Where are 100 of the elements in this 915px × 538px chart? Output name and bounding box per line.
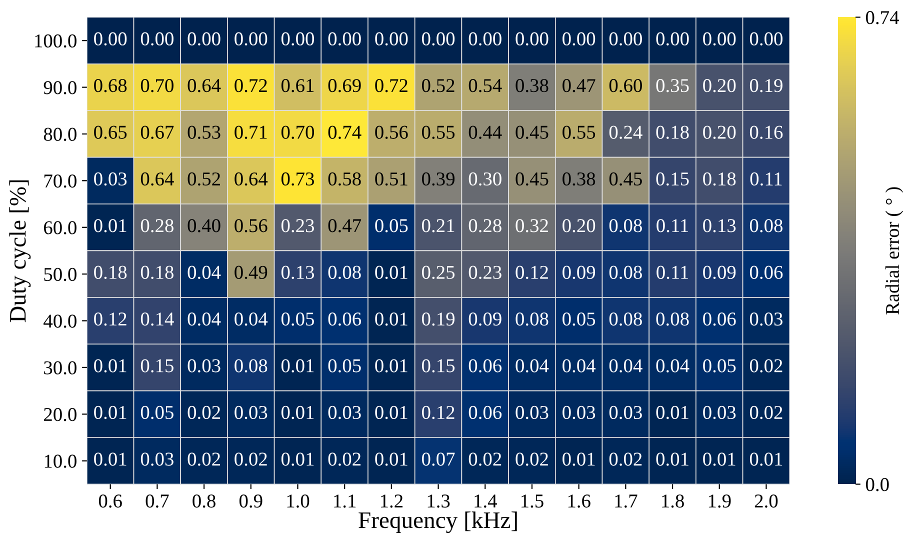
x-tick-label: 0.8 [192, 494, 216, 508]
data-label: 0.01 [94, 452, 126, 466]
data-label: 0.45 [516, 126, 548, 139]
data-label: 0.47 [562, 79, 596, 92]
data-label: 0.00 [468, 32, 502, 46]
data-label: 0.03 [140, 452, 174, 466]
data-label: 0.03 [703, 406, 736, 420]
data-label: 0.71 [234, 126, 267, 139]
data-label: 0.02 [516, 452, 548, 466]
data-label: 0.05 [703, 359, 736, 372]
data-label: 0.04 [656, 359, 690, 372]
data-label: 0.01 [375, 312, 408, 326]
data-label: 0.69 [328, 79, 361, 92]
data-label: 0.06 [328, 312, 362, 326]
data-label: 0.00 [750, 32, 782, 46]
data-label: 0.05 [375, 219, 408, 232]
x-tick-label: 1.2 [380, 494, 403, 508]
data-label: 0.02 [750, 359, 782, 372]
data-label: 0.08 [609, 312, 642, 326]
data-label: 0.15 [656, 172, 689, 186]
data-label: 0.00 [94, 32, 127, 46]
data-label: 0.35 [656, 79, 689, 92]
x-tick-label: 1.3 [428, 494, 450, 508]
data-label: 0.03 [234, 406, 268, 420]
data-label: 0.01 [281, 359, 314, 372]
x-tick-label: 1.8 [662, 494, 684, 508]
color-bar-label: 0.74 [866, 11, 899, 24]
data-label: 0.09 [562, 266, 596, 280]
data-label: 0.64 [188, 79, 221, 92]
data-label: 0.01 [94, 219, 126, 232]
data-label: 0.06 [468, 359, 502, 372]
data-label: 0.56 [234, 219, 268, 232]
y-tick-label: 50.0 [44, 268, 76, 282]
data-label: 0.72 [375, 79, 408, 92]
data-label: 0.00 [328, 32, 361, 46]
data-label: 0.04 [188, 312, 221, 326]
data-label: 0.02 [609, 452, 642, 466]
data-label: 0.03 [94, 172, 127, 186]
data-label: 0.65 [94, 126, 127, 139]
y-tick-label: 20.0 [44, 408, 76, 422]
data-label: 0.39 [422, 172, 455, 186]
data-label: 0.01 [656, 452, 688, 466]
data-label: 0.05 [140, 406, 174, 420]
data-label: 0.11 [750, 172, 782, 186]
data-label: 0.20 [703, 79, 736, 92]
data-label: 0.11 [656, 219, 688, 232]
data-label: 0.18 [140, 266, 174, 280]
data-label: 0.05 [281, 312, 314, 326]
data-label: 0.24 [609, 126, 642, 139]
y-tick-label: 80.0 [44, 128, 76, 141]
data-label: 0.08 [516, 312, 548, 326]
data-label: 0.14 [140, 312, 174, 326]
data-label: 0.02 [188, 452, 220, 466]
data-label: 0.67 [140, 126, 174, 139]
data-label: 0.01 [281, 452, 314, 466]
x-tick-label: 1.9 [708, 494, 731, 508]
y-tick-label: 70.0 [44, 174, 76, 188]
y-tick-label: 40.0 [44, 314, 76, 328]
data-label: 0.72 [234, 79, 267, 92]
data-label: 0.03 [188, 359, 220, 372]
x-tick-label: 1.1 [334, 494, 356, 508]
data-label: 0.64 [140, 172, 174, 186]
data-label: 0.01 [375, 452, 408, 466]
data-label: 0.13 [281, 266, 314, 280]
data-label: 0.74 [328, 126, 362, 139]
y-axis-title: Duty cycle [%] [9, 180, 31, 322]
data-label: 0.01 [94, 359, 126, 372]
x-tick-label: 1.4 [474, 494, 497, 508]
data-label: 0.07 [422, 452, 455, 466]
data-label: 0.16 [750, 126, 783, 139]
data-label: 0.05 [328, 359, 361, 372]
data-label: 0.38 [516, 79, 548, 92]
data-label: 0.01 [375, 266, 408, 280]
data-label: 0.08 [609, 219, 642, 232]
data-label: 0.54 [468, 79, 502, 92]
data-label: 0.12 [422, 406, 454, 420]
data-label: 0.02 [234, 452, 267, 466]
data-label: 0.15 [140, 359, 174, 372]
x-tick-label: 0.7 [146, 494, 169, 508]
data-label: 0.08 [609, 266, 642, 280]
data-label: 0.47 [328, 219, 362, 232]
data-label: 0.15 [422, 359, 455, 372]
x-tick-label: 1.7 [615, 494, 638, 508]
data-label: 0.23 [468, 266, 502, 280]
data-label: 0.55 [562, 126, 596, 139]
data-label: 0.28 [468, 219, 502, 232]
data-label: 0.08 [656, 312, 689, 326]
data-label: 0.73 [281, 172, 314, 186]
data-label: 0.04 [562, 359, 596, 372]
data-label: 0.00 [516, 32, 548, 46]
y-tick-label: 90.0 [44, 81, 76, 94]
data-label: 0.52 [188, 172, 220, 186]
data-label: 0.06 [468, 406, 502, 420]
data-label: 0.01 [94, 406, 126, 420]
data-label: 0.52 [422, 79, 454, 92]
data-label: 0.53 [188, 126, 220, 139]
data-label: 0.21 [422, 219, 454, 232]
data-label: 0.38 [562, 172, 596, 186]
x-tick-label: 2.0 [754, 494, 778, 508]
y-tick-label: 10.0 [44, 454, 76, 468]
